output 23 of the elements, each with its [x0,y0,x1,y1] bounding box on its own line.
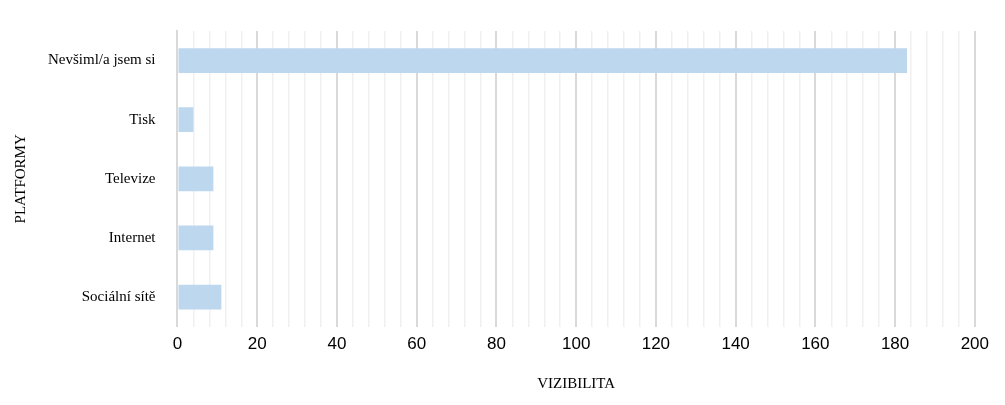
y-tick-label: Televize [104,169,156,186]
x-tick-label: 160 [801,334,830,354]
y-tick-label: Internet [108,228,157,245]
x-tick-label: 140 [721,334,750,354]
y-tick-label: Tisk [129,110,156,127]
bar [178,284,222,310]
y-axis-title: PLATFORMY [11,134,28,224]
y-tick-label: Sociální sítě [81,287,156,304]
x-tick-label: 100 [561,334,591,354]
x-axis-title: VIZIBILITA [537,374,616,391]
x-tick-label: 60 [407,334,427,354]
bar [178,107,194,133]
x-tick-label: 40 [327,334,347,354]
x-tick-label: 80 [486,334,506,354]
x-tick-label: 200 [960,334,990,354]
x-tick-label: 20 [247,334,267,354]
bar [178,166,214,192]
bar [178,225,214,251]
x-tick-label: 120 [641,334,671,354]
y-tick-label: Nevšiml/a jsem si [47,51,156,68]
x-tick-label: 180 [880,334,910,354]
bar [178,48,908,73]
x-tick-label: 0 [172,334,183,354]
